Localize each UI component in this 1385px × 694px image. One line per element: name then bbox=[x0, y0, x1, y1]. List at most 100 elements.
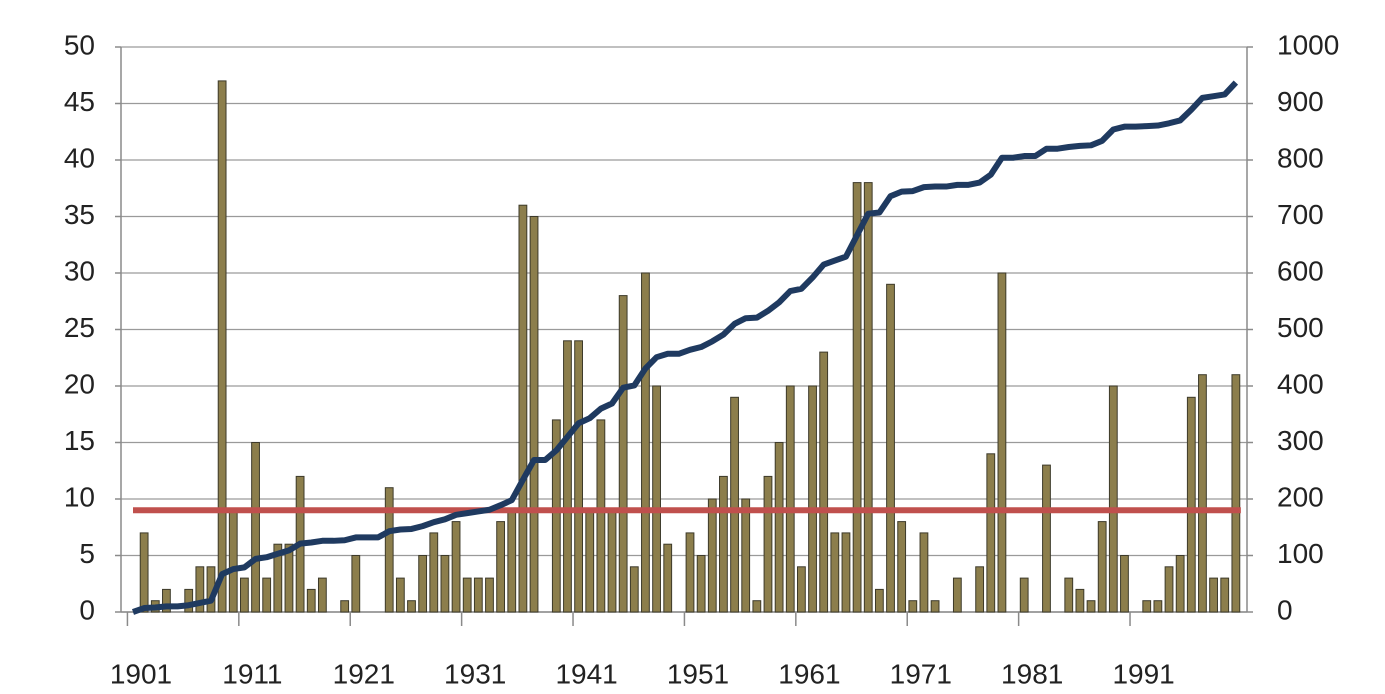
bar bbox=[340, 600, 350, 613]
y2-tick-label: 1000 bbox=[1277, 29, 1339, 60]
bar bbox=[563, 340, 572, 613]
bar bbox=[473, 577, 483, 613]
bar bbox=[852, 182, 862, 613]
bar bbox=[1120, 555, 1129, 613]
bar bbox=[685, 532, 695, 613]
x-tick-label: 1921 bbox=[333, 658, 395, 689]
bar bbox=[429, 532, 439, 613]
bar bbox=[395, 577, 405, 613]
y2-tick-label: 400 bbox=[1277, 368, 1324, 399]
x-tick-label: 1901 bbox=[110, 658, 172, 689]
y-tick-label: 25 bbox=[64, 312, 95, 343]
bar bbox=[808, 385, 817, 613]
bar bbox=[997, 272, 1007, 613]
y2-tick-label: 300 bbox=[1277, 425, 1324, 456]
bar bbox=[618, 295, 628, 613]
x-tick-label: 1951 bbox=[667, 658, 729, 689]
bar bbox=[317, 577, 327, 613]
bar bbox=[462, 577, 472, 613]
bar bbox=[507, 509, 517, 613]
bar bbox=[919, 532, 929, 613]
bar bbox=[719, 475, 728, 613]
bar bbox=[1064, 577, 1074, 613]
bar bbox=[774, 442, 784, 613]
bar bbox=[407, 600, 416, 613]
bar bbox=[418, 555, 428, 613]
bar bbox=[1042, 464, 1051, 613]
bar bbox=[251, 442, 260, 613]
x-tick-label: 1911 bbox=[222, 658, 282, 689]
bar bbox=[908, 600, 918, 613]
y-tick-label: 0 bbox=[79, 594, 95, 625]
y-tick-label: 20 bbox=[64, 368, 95, 399]
bar bbox=[785, 385, 795, 613]
bar bbox=[952, 577, 962, 613]
bar bbox=[819, 351, 829, 613]
bar bbox=[518, 204, 528, 613]
line-series bbox=[131, 80, 1239, 615]
y-tick-label: 50 bbox=[64, 29, 95, 60]
bar bbox=[763, 475, 773, 613]
bar bbox=[485, 577, 494, 613]
y-tick-label: 45 bbox=[64, 86, 95, 117]
y-tick-label: 30 bbox=[64, 255, 95, 286]
bar bbox=[841, 532, 851, 613]
bar bbox=[752, 600, 762, 613]
bar bbox=[217, 80, 227, 613]
y-tick-label: 5 bbox=[79, 538, 95, 569]
bar bbox=[195, 566, 205, 613]
bar bbox=[351, 555, 361, 613]
bar bbox=[707, 498, 717, 613]
bar bbox=[585, 509, 595, 613]
bar bbox=[897, 521, 907, 613]
bar bbox=[273, 543, 283, 613]
bar bbox=[874, 588, 884, 613]
y2-tick-label: 0 bbox=[1277, 594, 1293, 625]
bar bbox=[496, 521, 506, 613]
bar bbox=[797, 566, 806, 613]
bar bbox=[1086, 600, 1096, 613]
bar bbox=[551, 419, 561, 613]
y2-tick-label: 600 bbox=[1277, 255, 1324, 286]
y-tick-label: 35 bbox=[64, 199, 95, 230]
x-tick-label: 1991 bbox=[1112, 658, 1174, 689]
bar bbox=[1164, 566, 1174, 613]
y2-tick-label: 200 bbox=[1277, 481, 1324, 512]
bar bbox=[1108, 385, 1118, 613]
y-tick-label: 10 bbox=[64, 481, 95, 512]
bar bbox=[139, 532, 149, 613]
y-tick-label: 15 bbox=[64, 425, 95, 456]
bar bbox=[930, 600, 940, 613]
bar bbox=[440, 555, 450, 613]
bar bbox=[306, 588, 316, 613]
bar bbox=[240, 577, 249, 613]
bar bbox=[696, 555, 706, 613]
y-tick-label: 40 bbox=[64, 142, 95, 173]
bar bbox=[596, 419, 606, 613]
bar bbox=[1019, 577, 1029, 613]
y2-tick-label: 700 bbox=[1277, 199, 1324, 230]
bar bbox=[863, 182, 873, 613]
x-tick-label: 1981 bbox=[1001, 658, 1063, 689]
bar bbox=[1209, 577, 1218, 613]
bar bbox=[629, 566, 639, 613]
bar bbox=[529, 216, 539, 613]
bar bbox=[975, 566, 985, 613]
bar bbox=[574, 340, 583, 613]
bar bbox=[451, 521, 461, 613]
bar bbox=[1220, 577, 1230, 613]
bar bbox=[730, 396, 739, 613]
bar bbox=[607, 509, 617, 613]
bar bbox=[663, 543, 673, 613]
bar bbox=[262, 577, 272, 613]
bar bbox=[1097, 521, 1107, 613]
bar bbox=[1198, 374, 1207, 613]
bar bbox=[652, 385, 661, 613]
x-tick-label: 1931 bbox=[444, 658, 506, 689]
bar bbox=[1175, 555, 1185, 613]
y2-tick-label: 900 bbox=[1277, 86, 1324, 117]
bar bbox=[184, 588, 194, 613]
bar bbox=[284, 543, 294, 613]
y2-tick-label: 100 bbox=[1277, 538, 1324, 569]
